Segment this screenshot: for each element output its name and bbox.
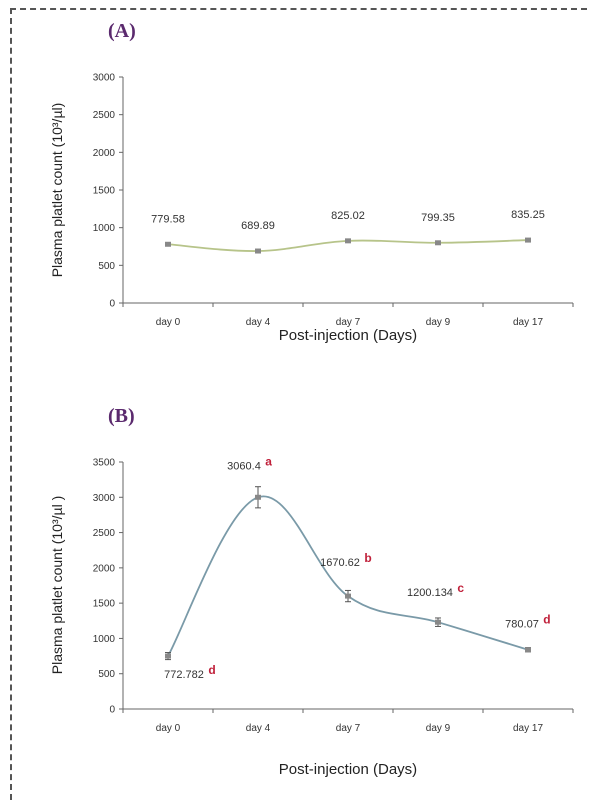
- panel-b-y-axis-title: Plasma platlet count (10³/µl ): [49, 496, 65, 674]
- panel-b-ytick-label: 2000: [93, 563, 116, 574]
- panel-b-data-point: [255, 494, 261, 500]
- panel-b-data-label: 3060.4: [227, 460, 261, 472]
- panel-a-data-label: 825.02: [331, 210, 365, 222]
- panel-a-label: (A): [108, 20, 136, 42]
- panel-b-category-label: day 7: [336, 723, 361, 734]
- panel-a-data-point: [165, 241, 171, 247]
- panel-b-ytick-label: 1500: [93, 599, 116, 610]
- panel-a-x-axis-title: Post-injection (Days): [279, 327, 417, 344]
- panel-b-category-label: day 9: [426, 723, 451, 734]
- panel-a-category-label: day 17: [513, 317, 543, 328]
- panel-a-data-point: [435, 240, 441, 246]
- panel-a-data-label: 779.58: [151, 213, 185, 225]
- panel-a-ytick-label: 2000: [93, 148, 116, 159]
- panel-b-ytick-label: 2500: [93, 528, 116, 539]
- panel-b-x-axis-title: Post-injection (Days): [279, 761, 417, 778]
- panel-a-y-axis-title: Plasma platlet count (10³/µl): [49, 103, 65, 278]
- panel-b-category-label: day 4: [246, 723, 271, 734]
- panel-a-data-label: 835.25: [511, 209, 545, 221]
- panel-b-ytick-label: 500: [98, 669, 115, 680]
- panel-b-data-label: 780.07: [505, 619, 539, 631]
- panel-a-category-label: day 9: [426, 317, 451, 328]
- panel-b-data-point: [165, 653, 171, 659]
- panel-b-significance-letter: d: [208, 663, 215, 677]
- figure-frame: [10, 8, 587, 800]
- panel-b-label: (B): [108, 405, 135, 427]
- panel-a-data-point: [255, 248, 261, 254]
- panel-b-significance-letter: a: [265, 454, 272, 468]
- panel-a-ytick-label: 0: [109, 299, 115, 310]
- panel-a-data-point: [525, 237, 531, 243]
- panel-b-data-point: [345, 593, 351, 599]
- panel-a-data-label: 799.35: [421, 212, 455, 224]
- panel-b-series-line: [167, 495, 529, 657]
- panel-b-significance-letter: d: [543, 613, 550, 627]
- panel-b-category-label: day 17: [513, 723, 543, 734]
- panel-b-data-label: 772.782: [164, 669, 204, 681]
- panel-b-significance-letter: b: [364, 551, 371, 565]
- panel-a-category-label: day 4: [246, 317, 271, 328]
- panel-b-ytick-label: 3500: [93, 458, 116, 469]
- panel-b-ytick-label: 0: [109, 705, 115, 716]
- panel-a-data-point: [345, 238, 351, 244]
- panel-a-ytick-label: 1500: [93, 186, 116, 197]
- panel-b-data-label: 1670.62: [320, 557, 360, 569]
- panel-a-category-label: day 0: [156, 317, 181, 328]
- panel-a-ytick-label: 1000: [93, 223, 116, 234]
- panel-b-data-label: 1200.134: [407, 587, 453, 599]
- panel-a-ytick-label: 3000: [93, 73, 116, 84]
- panel-a-ytick-label: 2500: [93, 110, 116, 121]
- panel-b-significance-letter: c: [457, 581, 464, 595]
- panel-a-data-label: 689.89: [241, 220, 275, 232]
- panel-b-category-label: day 0: [156, 723, 181, 734]
- panel-b-data-point: [525, 647, 531, 653]
- panel-b-data-point: [435, 619, 441, 625]
- panel-a-category-label: day 7: [336, 317, 361, 328]
- panel-b-ytick-label: 3000: [93, 493, 116, 504]
- panel-b-ytick-label: 1000: [93, 634, 116, 645]
- panel-a-ytick-label: 500: [98, 261, 115, 272]
